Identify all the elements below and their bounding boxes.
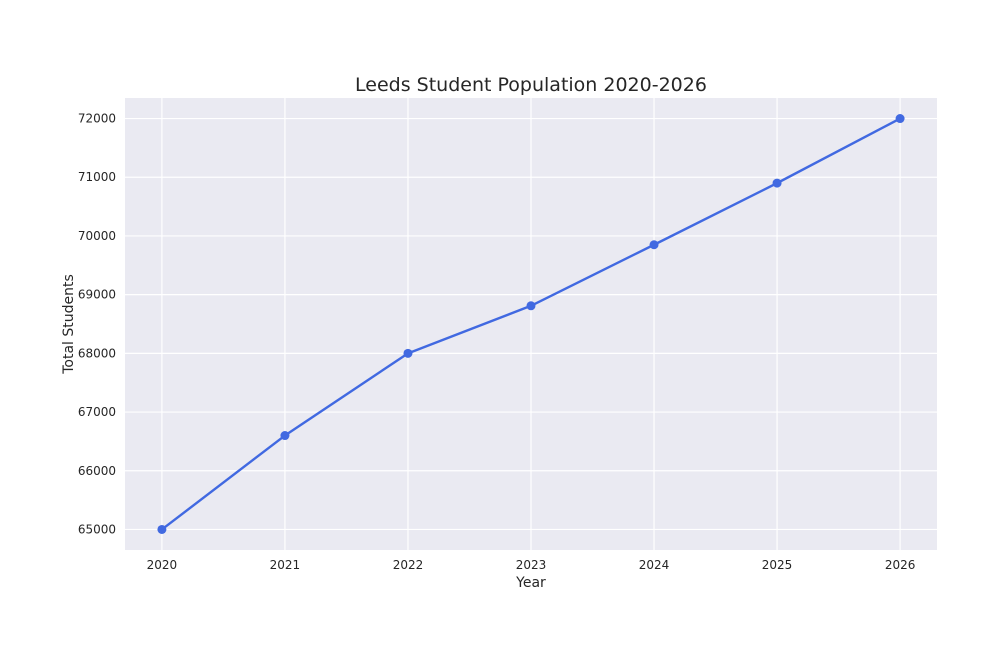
- x-tick-label: 2024: [639, 558, 670, 572]
- gridlines: [125, 98, 937, 550]
- y-tick-label: 67000: [78, 405, 116, 419]
- data-point: [280, 431, 290, 441]
- data-point: [403, 348, 413, 358]
- y-tick-label: 65000: [78, 522, 116, 536]
- chart-title: Leeds Student Population 2020-2026: [355, 74, 707, 96]
- data-point: [772, 178, 782, 188]
- data-point: [895, 114, 905, 124]
- x-tick-label: 2020: [147, 558, 178, 572]
- x-axis-label: Year: [515, 575, 546, 591]
- tick-labels: 2020 2021 2022 2023 2024 2025 2026 65000 66000 67…: [78, 112, 916, 572]
- data-point: [649, 240, 659, 250]
- y-tick-label: 72000: [78, 112, 116, 126]
- data-point: [526, 301, 536, 311]
- y-tick-label: 70000: [78, 229, 116, 243]
- y-tick-label: 66000: [78, 464, 116, 478]
- x-tick-label: 2021: [270, 558, 301, 572]
- x-tick-label: 2026: [885, 558, 916, 572]
- y-tick-label: 71000: [78, 170, 116, 184]
- series-layer: [157, 114, 905, 534]
- x-tick-label: 2022: [393, 558, 424, 572]
- x-tick-label: 2023: [516, 558, 547, 572]
- y-tick-label: 69000: [78, 288, 116, 302]
- y-tick-label: 68000: [78, 346, 116, 360]
- y-axis-label: Total Students: [61, 274, 77, 375]
- x-tick-label: 2025: [762, 558, 793, 572]
- data-point: [157, 524, 167, 534]
